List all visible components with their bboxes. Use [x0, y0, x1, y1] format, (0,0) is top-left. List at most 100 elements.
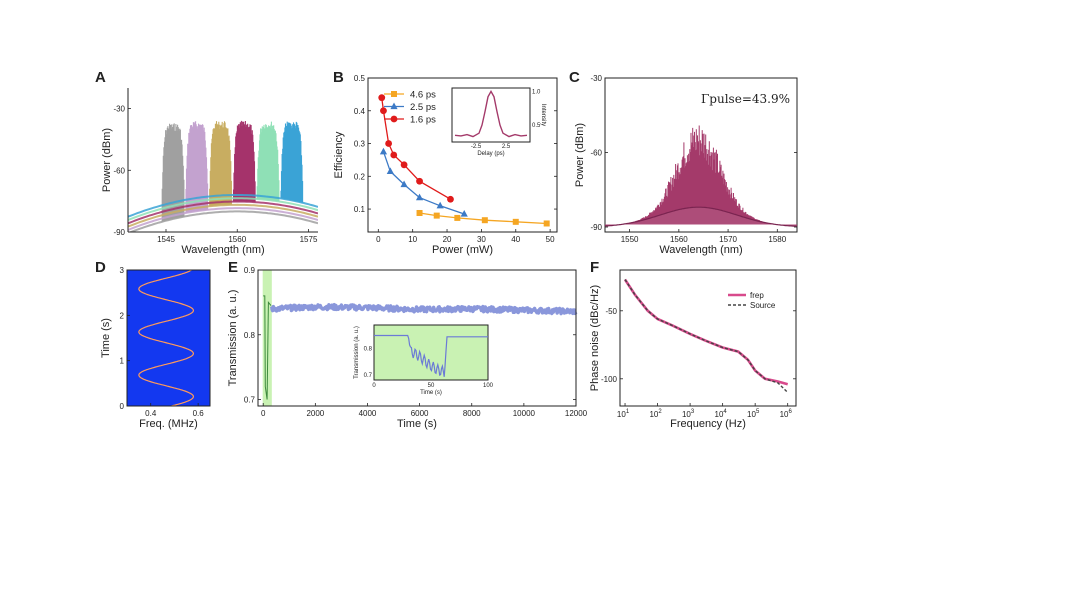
marker-square [454, 214, 461, 221]
x-tick-label: 8000 [463, 409, 481, 418]
y-tick-label: 1 [120, 357, 125, 366]
x-tick-label: 103 [682, 409, 695, 419]
plot-frame-c [604, 77, 798, 233]
x-tick-label: 1560 [670, 235, 688, 244]
spectrum-pedestal-4 [128, 200, 318, 225]
x-tick-label: 1550 [621, 235, 639, 244]
marker-square [433, 212, 440, 219]
y-tick-label: -90 [590, 223, 602, 232]
legend-marker [391, 91, 397, 97]
x-axis-label: Wavelength (nm) [181, 244, 264, 256]
spectrum-pedestal-1 [128, 210, 318, 232]
y-tick-label: -60 [113, 166, 125, 175]
y-tick-label: 0.5 [354, 74, 366, 83]
marker-triangle [386, 167, 394, 174]
x-tick-label: 1545 [157, 235, 175, 244]
panel-a-chart: 1545 1560 1575 -30 -60 -90 Wavelength (nm) Powe… [101, 88, 318, 256]
plot-frame-e [257, 269, 577, 407]
heatmap-trace [138, 269, 194, 407]
panel-label-e: E [228, 259, 238, 276]
spectrum-comb-3 [209, 121, 232, 207]
tick-exponent: 2 [658, 409, 662, 415]
pulse-annotation: Γpulse=43.9% [701, 92, 790, 106]
y-tick-label: 0.7 [244, 396, 256, 405]
marker-circle [380, 107, 387, 115]
y-tick-label: 3 [120, 266, 125, 275]
y-tick-label: 0 [120, 402, 125, 411]
plot-frame-b [367, 77, 558, 233]
x-axis-label: Freq. (MHz) [139, 418, 198, 430]
plot-frame-d [126, 269, 211, 407]
y-tick-label: 0.3 [354, 140, 366, 149]
y-axis-label: Time (s) [100, 318, 112, 358]
marker-triangle [400, 180, 408, 188]
x-tick-label: 0.6 [193, 409, 205, 418]
tick-base: 10 [617, 410, 626, 419]
legend-marker [390, 115, 398, 123]
legend-label: 1.6 ps [410, 115, 436, 126]
y-axis-label: Power (dBm) [574, 123, 586, 187]
panel-label-b: B [333, 69, 344, 86]
inset-x-label: Delay (ps) [477, 151, 504, 157]
spectrum-floor [604, 206, 798, 227]
marker-square [543, 220, 550, 227]
tick-base: 10 [649, 410, 658, 419]
x-tick-label: 10000 [513, 409, 536, 418]
spectrum-comb-6 [280, 121, 304, 203]
x-tick-label: 4000 [359, 409, 377, 418]
inset-x-tick: 50 [428, 383, 435, 389]
initial-transient [263, 295, 272, 400]
panel-b-chart: 0 10 20 30 40 50 0.1 0.2 0.3 0.4 0.5 Power (mW) Effi… [333, 74, 558, 256]
inset-y-tick: 0.8 [364, 347, 373, 353]
tick-base: 10 [715, 410, 724, 419]
inset-frame-e [373, 324, 489, 381]
y-tick-label: -60 [590, 149, 602, 158]
tick-exponent: 4 [723, 409, 727, 415]
x-tick-label: 40 [511, 235, 520, 244]
spectrum-comb-2 [185, 121, 209, 213]
legend-marker [390, 102, 398, 110]
marker-square [481, 217, 488, 224]
x-tick-label: 102 [649, 409, 662, 419]
inset-x-tick: -2.5 [471, 144, 482, 150]
y-axis-label: Efficiency [333, 131, 345, 178]
y-tick-label: 0.8 [244, 331, 256, 340]
x-axis-label: Frequency (Hz) [670, 418, 746, 430]
legend-label-source: Source [750, 301, 776, 310]
x-tick-label: 104 [715, 409, 728, 419]
inset-curve [454, 89, 528, 138]
x-tick-label: 0 [376, 235, 381, 244]
y-tick-label: -90 [113, 228, 125, 237]
transmission-trace [269, 302, 578, 316]
y-tick-label: -100 [601, 375, 618, 384]
y-tick-label: 0.4 [354, 107, 366, 116]
marker-circle [390, 151, 398, 159]
inset-y-tick: 1.0 [532, 89, 541, 95]
legend-label: 2.5 ps [410, 102, 436, 113]
tick-base: 10 [747, 410, 756, 419]
tick-exponent: 6 [788, 409, 792, 415]
heatmap-background [127, 270, 210, 406]
marker-triangle [460, 209, 468, 217]
inset-x-tick: 2.5 [502, 144, 511, 150]
y-tick-label: -30 [113, 105, 125, 114]
y-tick-label: -50 [605, 307, 617, 316]
inset-x-label: Time (s) [420, 390, 442, 396]
spectrum-pedestal-2 [128, 207, 318, 231]
legend-label-frep: frep [750, 291, 764, 300]
y-tick-label: 2 [120, 311, 125, 320]
x-tick-label: 12000 [565, 409, 588, 418]
y-tick-label: 0.9 [244, 266, 256, 275]
x-tick-label: 0.4 [145, 409, 157, 418]
marker-circle [385, 140, 393, 147]
x-tick-label: 105 [747, 409, 760, 419]
x-tick-label: 0 [261, 409, 266, 418]
panel-label-f: F [590, 259, 599, 276]
x-tick-label: 2000 [306, 409, 324, 418]
y-tick-label: -30 [590, 74, 602, 83]
marker-triangle [379, 147, 388, 155]
tick-base: 10 [780, 410, 789, 419]
tick-exponent: 5 [756, 409, 760, 415]
marker-circle [400, 161, 408, 169]
